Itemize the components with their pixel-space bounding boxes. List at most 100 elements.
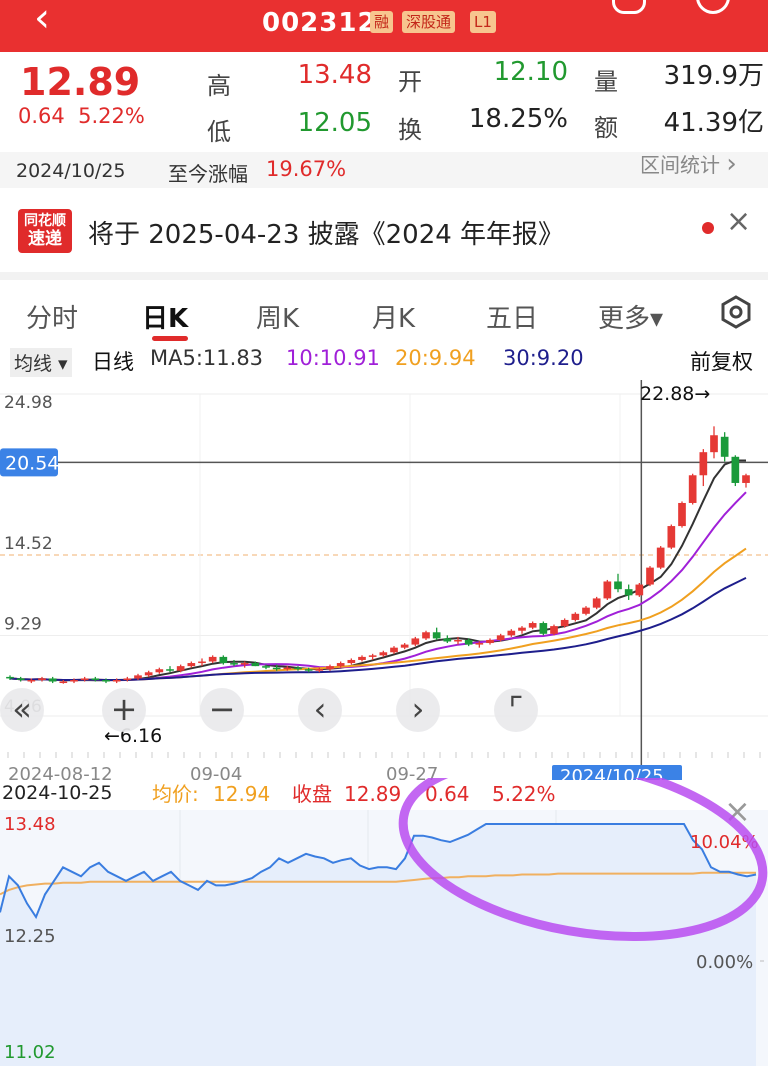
range-date: 2024/10/25 bbox=[16, 160, 126, 182]
candle bbox=[358, 655, 366, 662]
intraday-low-label: 11.02 bbox=[4, 1042, 56, 1063]
daily-k-chart[interactable]: 24.9820.5414.529.294.0622.88→←6.162024-0… bbox=[0, 380, 768, 780]
ma20-line bbox=[9, 547, 747, 681]
candle bbox=[614, 573, 622, 593]
candle bbox=[646, 566, 654, 587]
tonghuashun-logo: 同花顺 速递 bbox=[18, 209, 72, 253]
open-label: 开 bbox=[398, 68, 422, 96]
tab-intraday[interactable]: 分时 bbox=[26, 304, 79, 334]
tab-daily-k[interactable]: 日K bbox=[142, 304, 189, 334]
k-x-tick-label: 09-04 bbox=[190, 764, 242, 780]
candle bbox=[464, 638, 473, 647]
svg-text:«: « bbox=[12, 690, 32, 728]
candle bbox=[443, 635, 452, 644]
candle bbox=[379, 650, 388, 657]
svg-text:−: − bbox=[209, 690, 236, 728]
search-icon[interactable] bbox=[696, 0, 730, 14]
crosshair-date-box bbox=[552, 765, 682, 780]
candle bbox=[496, 633, 505, 642]
candle bbox=[400, 643, 409, 650]
svg-text:‹: ‹ bbox=[314, 690, 327, 728]
announcement-banner[interactable]: 同花顺 速递 将于 2025-04-23 披露《2024 年年报》 × bbox=[0, 196, 768, 266]
ma5-line bbox=[9, 459, 746, 682]
price-adjust-toggle[interactable]: 前复权 bbox=[690, 350, 753, 374]
period-tabs: 分时 日K 周K 月K 五日 更多▾ bbox=[0, 272, 768, 341]
high-value: 13.48 bbox=[297, 60, 372, 90]
candle bbox=[550, 624, 558, 636]
candle bbox=[123, 676, 132, 682]
intraday-chart[interactable]: 13.48 12.25 11.02 10.04% 0.00% 2024-10-25 均价… bbox=[0, 778, 768, 1066]
interval-stats-link[interactable]: 区间统计 › bbox=[640, 149, 737, 179]
candle bbox=[454, 636, 462, 645]
indicator-selector[interactable]: 均线 ▾ bbox=[10, 348, 72, 377]
open-value: 12.10 bbox=[493, 57, 568, 87]
candle bbox=[731, 455, 740, 487]
candle bbox=[422, 630, 430, 640]
range-row[interactable]: 2024/10/25 至今涨幅 19.67% 区间统计 › bbox=[0, 149, 768, 188]
candle bbox=[59, 679, 68, 684]
candle bbox=[571, 612, 580, 622]
candle bbox=[155, 667, 164, 674]
active-tab-indicator bbox=[152, 336, 188, 341]
intraday-zero-pct-label: 0.00% bbox=[696, 952, 753, 973]
candle bbox=[667, 524, 676, 550]
candle bbox=[27, 678, 36, 684]
tab-monthly-k[interactable]: 月K bbox=[372, 304, 416, 334]
level-tag: L1 bbox=[470, 11, 496, 33]
amount-value: 41.39亿 bbox=[663, 108, 764, 138]
ma20-label: 20:9.94 bbox=[395, 346, 476, 370]
candle bbox=[582, 606, 590, 616]
zoom-out-icon[interactable]: − bbox=[200, 688, 244, 732]
fullscreen-icon[interactable]: ⌜ bbox=[494, 688, 538, 732]
tab-weekly-k[interactable]: 周K bbox=[256, 304, 300, 334]
candle bbox=[102, 678, 110, 684]
candle bbox=[144, 670, 153, 677]
svg-text:⌜: ⌜ bbox=[509, 690, 524, 728]
candle bbox=[411, 636, 420, 647]
low-value: 12.05 bbox=[297, 108, 372, 138]
candle bbox=[208, 655, 217, 664]
candle bbox=[48, 676, 57, 684]
range-label: 至今涨幅 bbox=[168, 162, 248, 186]
candle bbox=[390, 646, 398, 654]
scroll-left-icon[interactable]: ‹ bbox=[298, 688, 342, 732]
close-icon[interactable]: × bbox=[726, 204, 752, 239]
candle bbox=[720, 432, 729, 462]
chevron-left-icon[interactable]: ‹ bbox=[34, 0, 50, 41]
avg-price-value: 12.94 bbox=[213, 782, 270, 806]
zoom-in-icon[interactable]: + bbox=[102, 688, 146, 732]
ma10-label: 10:10.91 bbox=[286, 346, 380, 370]
k-x-tick-label: 2024-08-12 bbox=[8, 764, 113, 780]
favorite-icon[interactable] bbox=[612, 0, 646, 14]
candle bbox=[656, 546, 665, 570]
intraday-date: 2024-10-25 bbox=[2, 782, 112, 804]
candles bbox=[6, 426, 750, 684]
candle bbox=[678, 501, 686, 528]
avg-price-label: 均价: bbox=[152, 782, 199, 806]
double-left-icon[interactable]: « bbox=[0, 688, 44, 732]
candle bbox=[112, 678, 121, 684]
chevron-right-icon: › bbox=[726, 149, 737, 179]
close-label: 收盘 bbox=[292, 782, 332, 806]
candle bbox=[624, 584, 633, 600]
candle bbox=[6, 675, 14, 680]
tab-five-day[interactable]: 五日 bbox=[486, 304, 539, 334]
candle bbox=[262, 664, 270, 670]
candle bbox=[272, 664, 281, 671]
candle bbox=[336, 661, 345, 668]
candle bbox=[688, 473, 697, 505]
candle bbox=[592, 596, 601, 610]
candle bbox=[475, 641, 484, 648]
candle bbox=[198, 658, 206, 667]
annotation-circle bbox=[398, 778, 768, 942]
intraday-change-pct: 5.22% bbox=[492, 782, 556, 806]
candle bbox=[91, 676, 100, 682]
svg-text:+: + bbox=[111, 690, 138, 728]
candle bbox=[16, 676, 25, 682]
scroll-right-icon[interactable]: › bbox=[396, 688, 440, 732]
settings-hexagon-icon[interactable] bbox=[718, 294, 754, 330]
tab-more[interactable]: 更多▾ bbox=[598, 304, 664, 334]
candle bbox=[710, 426, 718, 459]
top-bar: ‹ 002312 融 深股通 L1 bbox=[0, 0, 768, 52]
intraday-high-pct-label: 10.04% bbox=[690, 832, 759, 853]
